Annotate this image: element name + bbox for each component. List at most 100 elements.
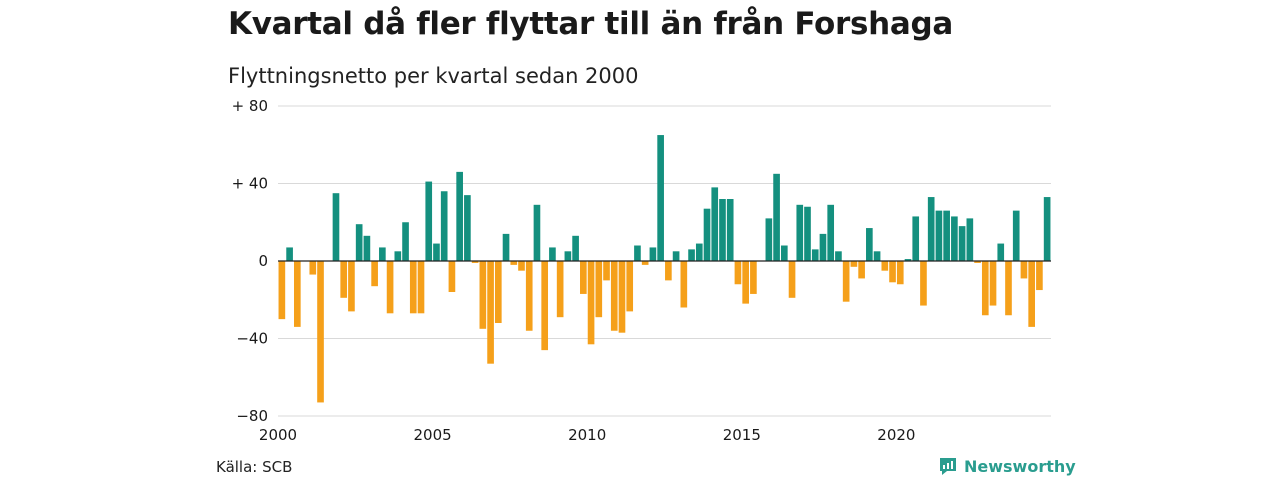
bar (417, 261, 425, 314)
bar (842, 261, 850, 302)
bar (1028, 261, 1035, 327)
y-axis: + 80 + 40 0 −40 −80 (232, 97, 268, 425)
brand-logo[interactable]: Newsworthy (938, 456, 1076, 476)
bar (471, 261, 479, 263)
bar (889, 261, 896, 283)
bar (734, 261, 742, 285)
y-tick-label: −80 (236, 407, 268, 425)
bar (827, 204, 835, 261)
brand-name: Newsworthy (964, 456, 1076, 476)
bar (533, 204, 541, 261)
x-tick-label: 2010 (568, 426, 606, 444)
bar (1036, 261, 1043, 291)
bar (989, 261, 997, 306)
bar (835, 251, 842, 261)
bar (641, 261, 649, 265)
bar (402, 222, 409, 261)
bar (340, 261, 348, 298)
bar (286, 247, 293, 261)
bar (951, 216, 958, 261)
bar (935, 210, 943, 262)
bar (549, 247, 556, 261)
bar (974, 261, 981, 263)
bar (796, 204, 804, 261)
bar (294, 261, 301, 327)
bar (966, 218, 974, 262)
bar (695, 243, 703, 261)
bar (943, 210, 950, 262)
bar (634, 245, 641, 261)
chart-subtitle: Flyttningsnetto per kvartal sedan 2000 (228, 64, 639, 88)
bar (1043, 197, 1051, 261)
bar (711, 187, 719, 262)
bar (811, 249, 819, 262)
chart-title: Kvartal då fler flyttar till än från For… (228, 6, 954, 42)
bar (804, 206, 811, 261)
bar (541, 261, 549, 351)
x-tick-label: 2020 (877, 426, 915, 444)
bar (379, 247, 386, 261)
bar (440, 191, 448, 261)
bar (896, 261, 904, 285)
y-tick-label: −40 (236, 330, 268, 348)
x-tick-label: 2005 (414, 426, 452, 444)
bar (355, 224, 363, 261)
bar (750, 261, 757, 294)
bar (278, 261, 286, 320)
bar (479, 261, 487, 329)
bar (456, 171, 463, 262)
bar (587, 261, 595, 345)
bar (618, 261, 626, 333)
bar (858, 261, 865, 279)
bar (997, 243, 1005, 261)
bar (742, 261, 749, 304)
bar (448, 261, 456, 292)
source-note: Källa: SCB (216, 458, 293, 476)
bar (665, 261, 672, 281)
bar (788, 261, 796, 298)
bar (564, 251, 572, 261)
bar (719, 199, 726, 261)
x-tick-label: 2000 (259, 426, 297, 444)
bar (409, 261, 417, 314)
bar (394, 251, 402, 261)
bar (580, 261, 587, 294)
bar (1005, 261, 1012, 316)
y-tick-label: + 40 (232, 175, 268, 193)
bar (1012, 210, 1020, 262)
bar (556, 261, 564, 318)
bar (703, 208, 711, 261)
bar (649, 247, 657, 261)
bar (773, 173, 780, 261)
bar (726, 199, 734, 261)
bar (912, 216, 920, 261)
bar (371, 261, 378, 287)
y-tick-label: 0 (258, 252, 268, 270)
bar (332, 193, 340, 261)
bar (363, 235, 371, 261)
newsworthy-logo-icon (940, 458, 956, 475)
bars (278, 135, 1051, 403)
bar (425, 181, 433, 261)
bar (518, 261, 525, 271)
bar (850, 261, 858, 267)
x-tick-label: 2015 (723, 426, 761, 444)
bar (487, 261, 494, 364)
bar (688, 249, 695, 262)
bar (386, 261, 394, 314)
bar (881, 261, 889, 271)
bar (309, 261, 317, 275)
bar (657, 135, 664, 261)
bar (873, 251, 881, 261)
bar (572, 235, 579, 261)
bar (680, 261, 688, 308)
bar (433, 243, 440, 261)
bar (525, 261, 533, 331)
bar (626, 261, 634, 312)
bar (1020, 261, 1028, 279)
bar (464, 195, 471, 262)
bar (603, 261, 610, 281)
bar (904, 259, 912, 261)
bar (819, 233, 827, 262)
